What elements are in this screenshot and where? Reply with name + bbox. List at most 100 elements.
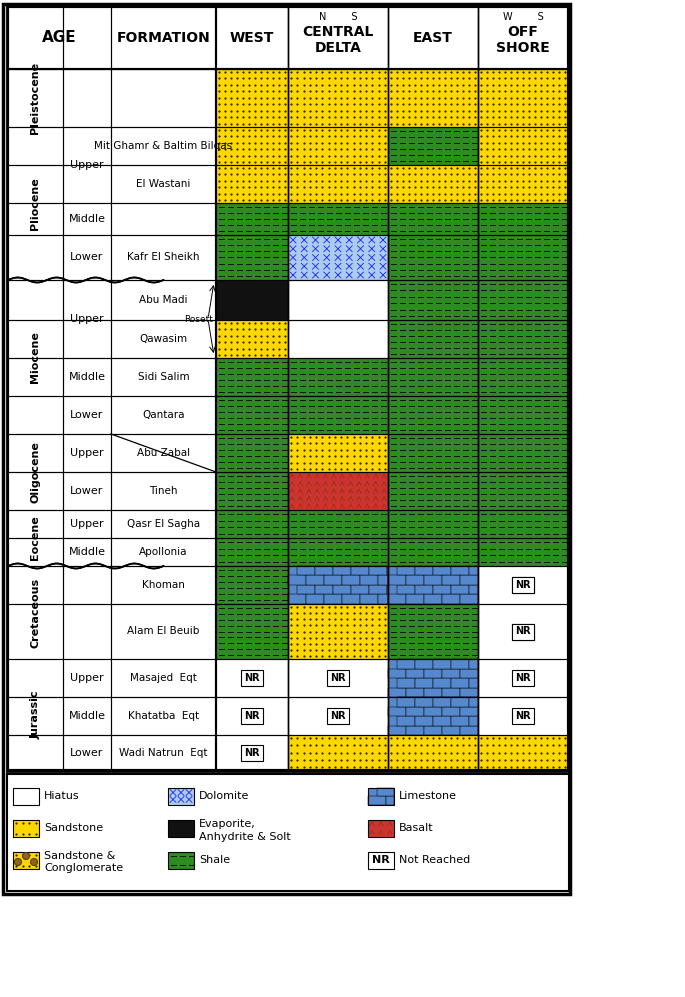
Bar xyxy=(388,69,478,127)
Bar xyxy=(288,510,388,538)
Text: Lower: Lower xyxy=(71,748,103,758)
Text: CENTRAL: CENTRAL xyxy=(302,25,374,39)
Bar xyxy=(288,235,388,280)
Bar xyxy=(469,697,478,707)
Bar xyxy=(512,670,534,686)
Bar xyxy=(406,594,424,604)
Bar xyxy=(216,358,288,396)
Text: El Wastani: El Wastani xyxy=(136,179,190,189)
Bar xyxy=(478,566,568,604)
Bar xyxy=(386,796,394,805)
Bar xyxy=(433,585,451,594)
Bar xyxy=(168,820,194,836)
Text: Abu Zabal: Abu Zabal xyxy=(137,448,190,458)
Bar xyxy=(406,575,424,585)
Bar xyxy=(460,726,478,735)
Bar xyxy=(288,538,388,566)
Bar xyxy=(8,396,216,434)
Bar xyxy=(451,697,469,707)
Bar xyxy=(8,434,216,472)
Bar xyxy=(315,566,333,575)
Bar xyxy=(388,320,478,358)
Bar xyxy=(478,697,568,735)
Bar xyxy=(424,707,442,716)
Bar xyxy=(288,566,388,604)
Bar xyxy=(168,851,194,868)
Bar xyxy=(478,203,568,235)
Bar xyxy=(216,127,288,165)
Bar xyxy=(397,697,415,707)
Bar xyxy=(397,566,415,575)
Text: N        S: N S xyxy=(319,12,358,22)
Text: Dolomite: Dolomite xyxy=(199,791,249,801)
Bar xyxy=(378,575,388,585)
Bar xyxy=(433,566,451,575)
Bar xyxy=(216,69,288,127)
Text: Wadi Natrun  Eqt: Wadi Natrun Eqt xyxy=(119,748,208,758)
Text: NR: NR xyxy=(330,673,346,683)
Text: W        S: W S xyxy=(503,12,543,22)
Text: Middle: Middle xyxy=(68,711,105,721)
Bar xyxy=(368,820,394,836)
Text: Alam El Beuib: Alam El Beuib xyxy=(127,626,200,636)
Bar xyxy=(216,280,288,320)
Text: Shale: Shale xyxy=(199,855,230,865)
Bar xyxy=(351,566,369,575)
Text: Apollonia: Apollonia xyxy=(139,547,188,557)
Bar xyxy=(216,538,288,566)
Bar xyxy=(442,575,460,585)
Bar xyxy=(424,575,442,585)
Bar xyxy=(327,670,349,686)
Text: Basalt: Basalt xyxy=(399,823,434,833)
Bar xyxy=(433,659,451,669)
Bar xyxy=(241,745,263,761)
Bar xyxy=(288,604,388,659)
Text: Middle: Middle xyxy=(68,214,105,224)
Bar xyxy=(388,358,478,396)
Text: Kafr El Sheikh: Kafr El Sheikh xyxy=(127,252,200,262)
Bar xyxy=(460,575,478,585)
Bar xyxy=(433,678,451,688)
Bar xyxy=(216,566,288,604)
Text: Upper: Upper xyxy=(70,673,104,683)
Bar xyxy=(360,575,378,585)
Bar xyxy=(388,594,406,604)
Bar xyxy=(406,688,424,697)
Bar xyxy=(433,716,451,726)
Text: Conglomerate: Conglomerate xyxy=(44,863,123,873)
Text: Miocene: Miocene xyxy=(31,331,40,383)
Bar xyxy=(351,585,369,594)
Bar xyxy=(368,788,394,805)
Text: Hiatus: Hiatus xyxy=(44,791,79,801)
Text: Upper: Upper xyxy=(70,314,104,324)
Bar xyxy=(288,735,388,770)
Bar xyxy=(469,659,478,669)
Bar xyxy=(388,538,478,566)
Bar xyxy=(368,851,394,868)
Text: Qawasim: Qawasim xyxy=(140,334,188,344)
Bar xyxy=(216,604,288,659)
Bar xyxy=(397,585,415,594)
Bar xyxy=(288,697,388,735)
Text: Qasr El Sagha: Qasr El Sagha xyxy=(127,519,200,529)
Bar xyxy=(168,788,194,805)
Bar xyxy=(442,594,460,604)
Bar xyxy=(478,165,568,203)
Text: Rosett: Rosett xyxy=(184,314,213,323)
Text: DELTA: DELTA xyxy=(314,41,362,55)
Bar xyxy=(216,235,288,280)
Bar xyxy=(388,280,478,320)
Text: Lower: Lower xyxy=(71,486,103,496)
Bar xyxy=(512,577,534,593)
Bar xyxy=(13,820,39,836)
Text: NR: NR xyxy=(515,580,531,590)
Bar xyxy=(478,396,568,434)
Text: Lower: Lower xyxy=(71,252,103,262)
Bar xyxy=(8,566,216,604)
Bar xyxy=(451,678,469,688)
Bar xyxy=(288,396,388,434)
Bar xyxy=(388,235,478,280)
Bar xyxy=(3,4,570,894)
Bar xyxy=(369,585,387,594)
Text: Qantara: Qantara xyxy=(142,410,185,420)
